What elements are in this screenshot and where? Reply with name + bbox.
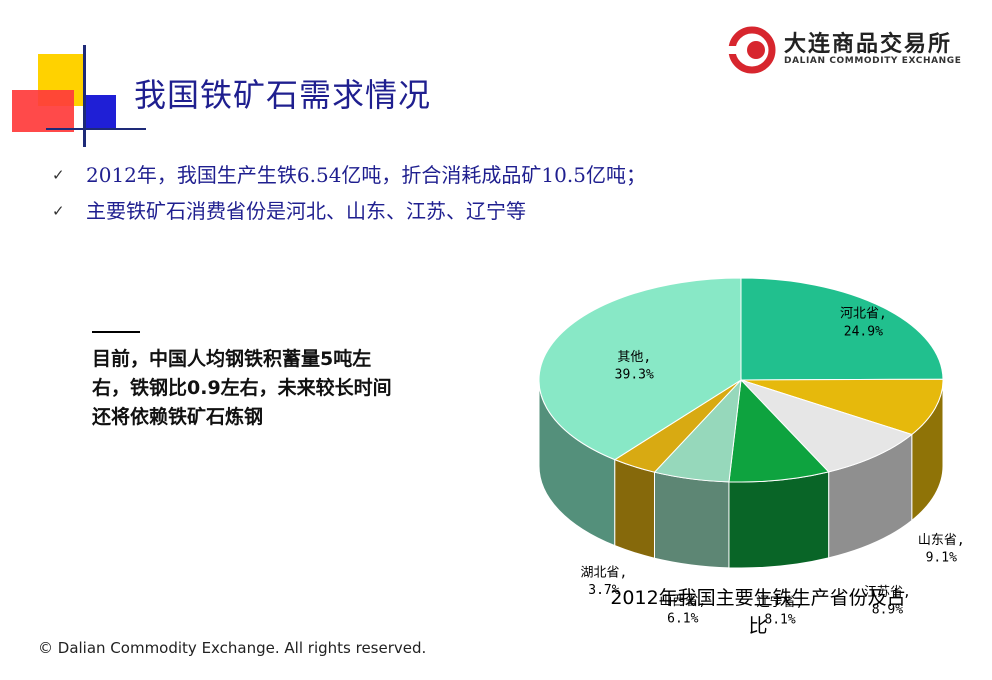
bullet-text: 2012年，我国生产生铁6.54亿吨，折合消耗成品矿10.5亿吨； [86,163,646,187]
slide-title: 我国铁矿石需求情况 [134,76,432,114]
pie-slice-3 [728,378,830,483]
bullet-text: 主要铁矿石消费省份是河北、山东、江苏、辽宁等 [86,199,526,223]
pie-slice-2 [740,379,913,473]
pie-label-6: 其他, 39.3% [615,350,654,383]
chart-title: 2012年我国主要生铁生产省份及占比 [610,587,906,637]
pie-slice-1 [740,378,944,436]
pie-label-4: 山西省, 6.1% [659,594,706,627]
note-dash [92,331,140,333]
pie-side-4 [654,471,730,569]
decor-horizontal-line [46,128,146,130]
pie-label-0: 河北省, 24.9% [840,307,887,340]
pie-label-2: 江苏省, 8.9% [864,584,911,618]
decor-blue-square [86,95,116,129]
check-icon: ✓ [52,166,65,184]
pie-side-3 [728,471,830,569]
dce-logo: 大连商品交易所 DALIAN COMMODITY EXCHANGE [726,22,961,78]
pie-slice-0 [740,277,944,381]
pie-slice-6 [538,277,742,461]
check-icon: ✓ [52,202,65,220]
pie-label-1: 山东省, 9.1% [918,533,965,566]
copyright-text: © Dalian Commodity Exchange. All rights … [38,639,427,657]
decor-vertical-line [83,45,86,147]
bullet-list: ✓ 2012年，我国生产生铁6.54亿吨，折合消耗成品矿10.5亿吨； ✓ 主要… [52,160,646,232]
pie-label-3: 辽宁省, 8.1% [757,594,804,628]
bullet-item: ✓ 2012年，我国生产生铁6.54亿吨，折合消耗成品矿10.5亿吨； [52,160,646,196]
note-text: 目前，中国人均钢铁积蓄量5吨左右，铁钢比0.9左右，未来较长时间还将依赖铁矿石炼… [92,348,392,428]
logo-english-name: DALIAN COMMODITY EXCHANGE [784,56,962,66]
bullet-item: ✓ 主要铁矿石消费省份是河北、山东、江苏、辽宁等 [52,196,646,232]
pie-side-5 [614,458,655,559]
pie-label-5: 湖北省, 3.7% [581,565,628,598]
decor-red-square [12,90,74,132]
dce-logo-icon [726,26,776,74]
logo-chinese-name: 大连商品交易所 [784,32,953,57]
